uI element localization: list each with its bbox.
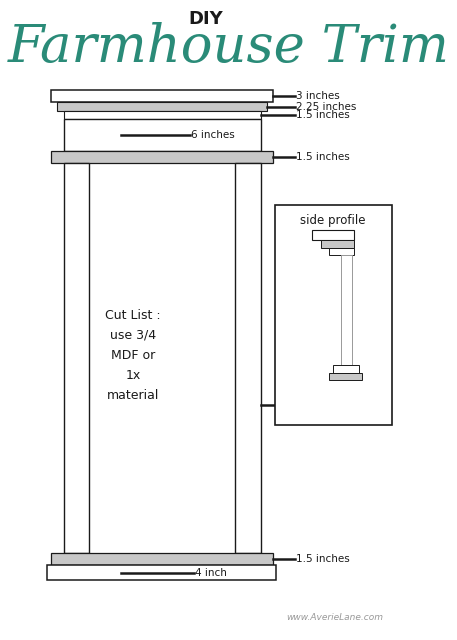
Bar — [333, 365, 359, 373]
Text: side profile: side profile — [300, 214, 366, 227]
Bar — [312, 230, 354, 240]
Text: Cut List :
use 3/4
MDF or
1x
material: Cut List : use 3/4 MDF or 1x material — [105, 308, 161, 401]
Text: 4 inch: 4 inch — [195, 568, 227, 577]
Bar — [64, 111, 261, 119]
Text: 1.5 inches: 1.5 inches — [296, 110, 350, 120]
Text: 6 inches: 6 inches — [191, 130, 235, 140]
Bar — [64, 163, 90, 553]
Text: 3 inches: 3 inches — [296, 91, 340, 101]
Text: DIY: DIY — [188, 10, 223, 28]
Bar — [51, 553, 273, 565]
Bar — [321, 240, 354, 248]
Bar — [235, 163, 261, 553]
Bar — [64, 119, 261, 151]
Bar — [329, 248, 354, 255]
Bar — [57, 102, 267, 111]
Text: 1.5 inches: 1.5 inches — [296, 152, 350, 162]
Text: 1.5 inches: 1.5 inches — [296, 554, 350, 564]
Text: Farmhouse Trim: Farmhouse Trim — [8, 22, 449, 73]
Bar — [51, 151, 273, 163]
Bar — [275, 205, 392, 425]
Bar — [51, 90, 273, 102]
Bar — [48, 565, 276, 580]
Text: 4 inches: 4 inches — [296, 400, 340, 410]
Bar — [329, 373, 362, 380]
Text: 2.25 inches: 2.25 inches — [296, 102, 357, 111]
Bar — [341, 255, 352, 365]
Text: www.AverieLane.com: www.AverieLane.com — [287, 614, 384, 623]
